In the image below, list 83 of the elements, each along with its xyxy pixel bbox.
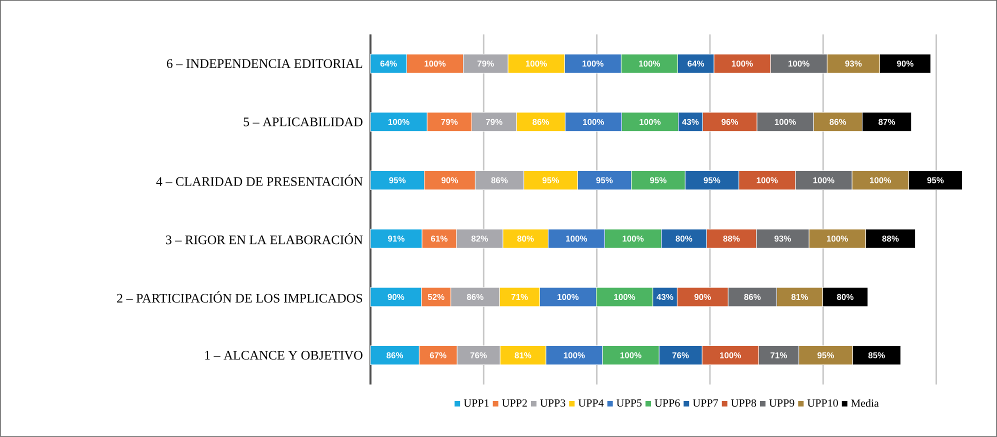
data-label: 95% bbox=[650, 177, 666, 184]
data-label: 100% bbox=[526, 60, 547, 67]
data-label: 100% bbox=[774, 118, 796, 125]
data-label: 95% bbox=[596, 177, 613, 184]
data-label: 95% bbox=[927, 177, 944, 184]
data-label: 91% bbox=[388, 236, 405, 242]
legend-label: UPP1 bbox=[464, 399, 489, 407]
data-label: 67% bbox=[430, 352, 446, 358]
data-label: 86% bbox=[386, 352, 404, 358]
y-tick-label: 6 – INDEPENDENCIA EDITORIAL bbox=[166, 59, 362, 68]
y-tick-label: 4 – CLARIDAD DE PRESENTACIÓN bbox=[156, 174, 363, 186]
data-label: 100% bbox=[582, 60, 604, 67]
y-tick-label: 1 – ALCANCE Y OBJETIVO bbox=[205, 350, 362, 360]
data-label: 80% bbox=[517, 236, 534, 242]
data-label: 100% bbox=[813, 177, 834, 184]
data-label: 43% bbox=[656, 294, 674, 300]
data-label: 100% bbox=[826, 236, 848, 242]
data-label: 100% bbox=[732, 60, 753, 67]
data-label: 86% bbox=[830, 118, 846, 125]
data-label: 88% bbox=[882, 236, 899, 242]
data-label: 95% bbox=[542, 177, 559, 184]
data-label: 100% bbox=[788, 60, 810, 67]
data-label: 76% bbox=[672, 352, 689, 358]
data-label: 100% bbox=[756, 177, 778, 184]
data-label: 95% bbox=[389, 177, 406, 184]
data-label: 90% bbox=[694, 294, 711, 300]
data-label: 100% bbox=[564, 352, 585, 358]
data-label: 93% bbox=[774, 236, 791, 242]
data-label: 86% bbox=[466, 294, 484, 300]
data-label: 81% bbox=[514, 352, 532, 358]
data-label: 100% bbox=[583, 118, 604, 125]
data-label: 100% bbox=[614, 294, 636, 300]
data-label: 95% bbox=[817, 352, 834, 358]
legend-label: Media bbox=[851, 399, 879, 407]
data-label: 86% bbox=[491, 177, 508, 184]
data-label: 100% bbox=[424, 60, 446, 67]
legend-label: UPP8 bbox=[731, 399, 756, 407]
data-label: 88% bbox=[723, 236, 740, 242]
legend-label: UPP2 bbox=[502, 399, 527, 407]
data-label: 80% bbox=[676, 236, 692, 242]
data-label: 96% bbox=[722, 118, 738, 125]
data-label: 81% bbox=[791, 294, 808, 300]
data-label: 100% bbox=[558, 294, 579, 300]
data-label: 64% bbox=[688, 60, 704, 67]
data-label: 76% bbox=[470, 352, 487, 358]
data-label: 79% bbox=[477, 60, 494, 67]
legend-label: UPP4 bbox=[578, 399, 604, 407]
data-label: 79% bbox=[486, 118, 502, 125]
data-label: 100% bbox=[639, 60, 660, 67]
legend-label: UPP5 bbox=[616, 399, 642, 407]
data-label: 61% bbox=[431, 236, 448, 242]
data-label: 100% bbox=[388, 118, 410, 125]
y-tick-label: 3 – RIGOR EN LA ELABORACIÓN bbox=[166, 233, 363, 244]
data-label: 100% bbox=[566, 236, 588, 242]
data-label: 85% bbox=[868, 352, 885, 358]
data-label: 71% bbox=[511, 294, 528, 300]
data-label: 100% bbox=[640, 118, 661, 125]
data-label: 95% bbox=[704, 177, 720, 184]
data-label: 93% bbox=[845, 60, 862, 67]
data-label: 100% bbox=[622, 236, 644, 242]
legend-label: UPP9 bbox=[769, 399, 794, 407]
legend-label: UPP7 bbox=[692, 399, 718, 407]
y-tick-label: 2 – PARTICIPACIÓN DE LOS IMPLICADOS bbox=[117, 291, 362, 303]
data-label: 82% bbox=[471, 236, 488, 242]
data-label: 64% bbox=[380, 60, 397, 67]
data-label: 80% bbox=[836, 294, 854, 300]
data-label: 100% bbox=[720, 352, 741, 358]
data-label: 86% bbox=[532, 118, 550, 125]
data-label: 100% bbox=[620, 352, 642, 358]
legend-label: UPP10 bbox=[807, 399, 838, 407]
y-tick-label: 5 – APLICABILIDAD bbox=[244, 118, 362, 126]
data-label: 86% bbox=[744, 294, 761, 300]
data-label: 52% bbox=[428, 294, 444, 300]
data-label: 43% bbox=[682, 118, 699, 125]
data-label: 87% bbox=[878, 118, 896, 125]
legend-label: UPP6 bbox=[654, 399, 680, 407]
data-label: 90% bbox=[388, 294, 404, 300]
data-label: 90% bbox=[896, 60, 914, 67]
data-label: 100% bbox=[870, 177, 891, 184]
data-label: 90% bbox=[441, 177, 458, 184]
data-label: 71% bbox=[770, 352, 787, 358]
legend-label: UPP3 bbox=[540, 399, 566, 407]
data-label: 79% bbox=[441, 118, 458, 125]
